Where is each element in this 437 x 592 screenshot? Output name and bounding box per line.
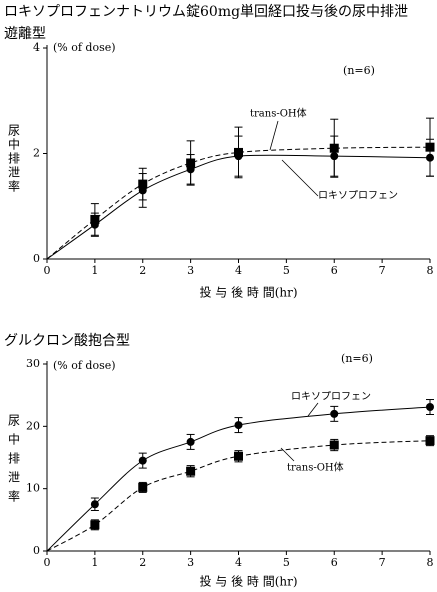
chart-1-n-label: (n=6) [343, 64, 375, 77]
chart-1-x-axis-label: 投 与 後 時 間(hr) [199, 285, 297, 300]
chart-2-y-tick-label: 20 [26, 419, 40, 432]
chart-2-loxoprofen-series-point [186, 437, 195, 446]
chart-1-trans-oh-series-point [425, 142, 435, 152]
chart-1-annotation-leader [281, 159, 319, 197]
chart-2-x-tick-label: 0 [44, 556, 51, 569]
chart-2-loxoprofen-series-point [90, 500, 99, 509]
chart-2-x-tick-label: 1 [91, 556, 98, 569]
chart-1-trans-oh-series-point [329, 143, 339, 153]
chart-1-annotation-label: trans-OH体 [250, 108, 307, 120]
chart-2-unit-label: (% of dose) [53, 359, 116, 372]
chart-2-x-tick-label: 6 [331, 556, 338, 569]
chart-2-y-tick-label: 10 [26, 482, 40, 495]
chart-2-trans-oh-series-point [425, 436, 435, 446]
chart-2-annotation-leader [307, 402, 319, 417]
chart-1-y-axis-label-char: 尿 [8, 124, 20, 138]
chart-2-x-tick-label: 7 [379, 556, 386, 569]
chart-2-y-axis-label-char: 泄 [8, 471, 20, 485]
chart-2-trans-oh-series-point [186, 466, 196, 476]
chart-2-loxoprofen-series-point [426, 403, 434, 412]
chart-2-annotation-leader [280, 447, 295, 462]
chart-2-y-tick-label: 0 [33, 544, 40, 557]
chart-1-y-axis-label-char: 率 [8, 179, 20, 194]
chart-2-x-axis-label: 投 与 後 時 間(hr) [199, 574, 297, 589]
chart-2-y-axis-label-char: 率 [8, 489, 20, 504]
chart-2-y-axis-label-char: 中 [8, 432, 20, 447]
chart-1-trans-oh-series-point [138, 179, 148, 189]
chart-1-x-tick-label: 1 [91, 264, 98, 277]
chart-2-x-tick-label: 4 [235, 556, 242, 569]
chart-1-trans-oh-series-point [186, 158, 196, 168]
chart-1-subtitle: 遊離型 [4, 26, 46, 42]
chart-1-annotation-label: ロキソプロフェン [318, 190, 398, 202]
chart-1-y-axis-label-char: 中 [8, 137, 20, 152]
chart-2-y-tick-label: 30 [26, 357, 40, 370]
chart-2-trans-oh-series-point [138, 482, 148, 492]
chart-1-x-tick-label: 3 [187, 264, 194, 277]
chart-2-subtitle: グルクロン酸抱合型 [4, 333, 130, 349]
chart-2-trans-oh-series-point [90, 520, 100, 530]
page-title: ロキソプロフェンナトリウム錠60mg単回経口投与後の尿中排泄 [4, 4, 409, 20]
chart-1-y-tick-label: 2 [33, 147, 40, 160]
chart-1-x-tick-label: 0 [44, 264, 51, 277]
chart-1-x-tick-label: 4 [235, 264, 242, 277]
chart-2-annotation-label: ロキソプロフェン [291, 391, 371, 403]
chart-2-trans-oh-series-point [234, 451, 243, 461]
chart-2-trans-oh-series-point [329, 440, 339, 450]
chart-1-y-axis-label-char: 排 [8, 152, 20, 166]
chart-2-annotation-label: trans-OH体 [287, 462, 344, 474]
chart-1-x-tick-label: 2 [139, 264, 146, 277]
chart-2-n-label: (n=6) [341, 352, 373, 365]
chart-2-x-tick-label: 3 [187, 556, 194, 569]
chart-1-trans-oh-series-point [234, 147, 243, 157]
chart-1-y-tick-label: 0 [33, 252, 40, 265]
chart-2-y-axis-label-char: 尿 [8, 414, 20, 428]
chart-1-y-axis-label-char: 泄 [8, 166, 20, 180]
chart-1-unit-label: (% of dose) [53, 41, 116, 54]
chart-1-x-tick-label: 5 [283, 264, 290, 277]
chart-1-trans-oh-series-point [90, 214, 100, 224]
chart-2-loxoprofen-series-point [234, 421, 243, 430]
chart-2-loxoprofen-series-point [138, 456, 147, 465]
chart-2-x-tick-label: 5 [283, 556, 290, 569]
chart-2-x-tick-label: 2 [139, 556, 146, 569]
chart-2-x-tick-label: 8 [427, 556, 434, 569]
chart-1-x-tick-label: 6 [331, 264, 338, 277]
chart-1-annotation-leader [269, 120, 279, 151]
chart-1-y-tick-label: 4 [33, 41, 40, 54]
chart-1-x-tick-label: 8 [427, 264, 434, 277]
chart-1-x-tick-label: 7 [379, 264, 386, 277]
chart-2-loxoprofen-series-point [330, 409, 339, 418]
chart-2-y-axis-label-char: 排 [8, 452, 20, 466]
